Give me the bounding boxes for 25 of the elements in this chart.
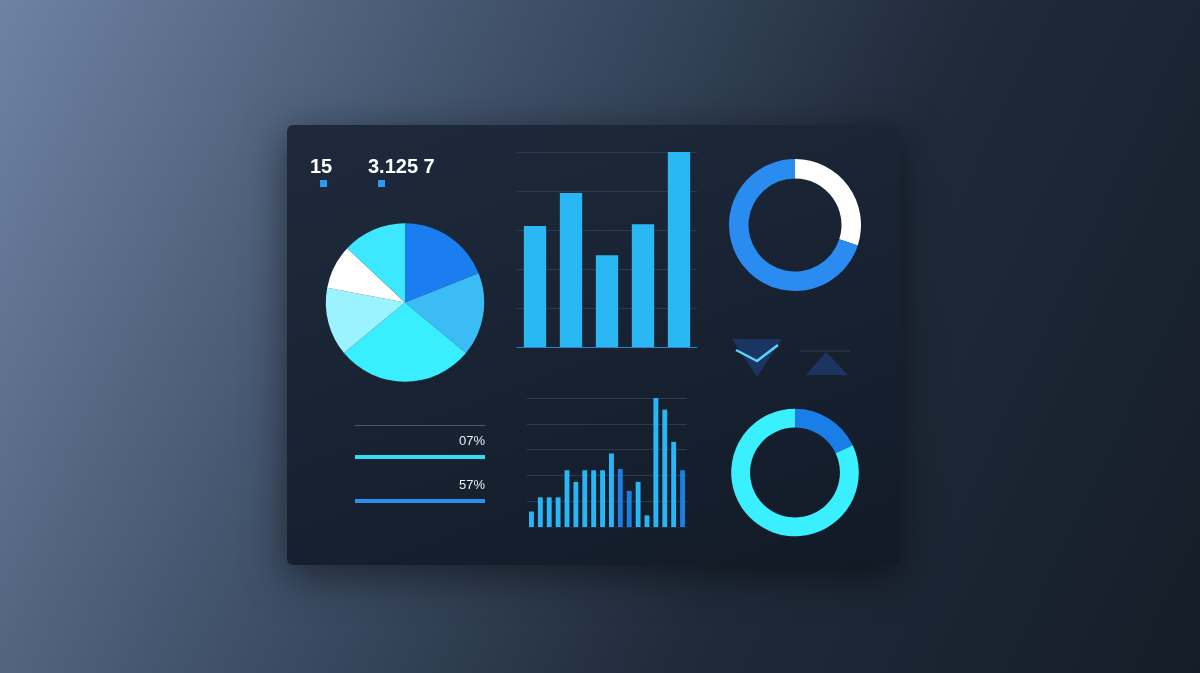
bar xyxy=(631,224,655,347)
text: 57% xyxy=(458,477,485,492)
bar xyxy=(671,441,677,527)
bar xyxy=(667,152,691,347)
bar xyxy=(595,255,619,347)
text: 07% xyxy=(458,433,485,448)
bar xyxy=(600,470,605,527)
bar xyxy=(662,409,668,527)
bar xyxy=(573,481,579,527)
bar xyxy=(537,497,543,527)
bar xyxy=(559,192,583,347)
bar xyxy=(546,497,552,527)
bar xyxy=(635,481,641,527)
bar xyxy=(529,511,534,527)
bar xyxy=(609,453,614,527)
text: 15 xyxy=(310,155,333,178)
bar xyxy=(617,468,623,527)
bar xyxy=(680,470,685,527)
bar xyxy=(582,470,588,527)
bar xyxy=(555,497,561,527)
bar xyxy=(591,470,597,527)
bar xyxy=(523,226,547,347)
text: 3.125 7 xyxy=(368,155,435,178)
bar xyxy=(653,398,659,527)
bar xyxy=(626,490,632,527)
